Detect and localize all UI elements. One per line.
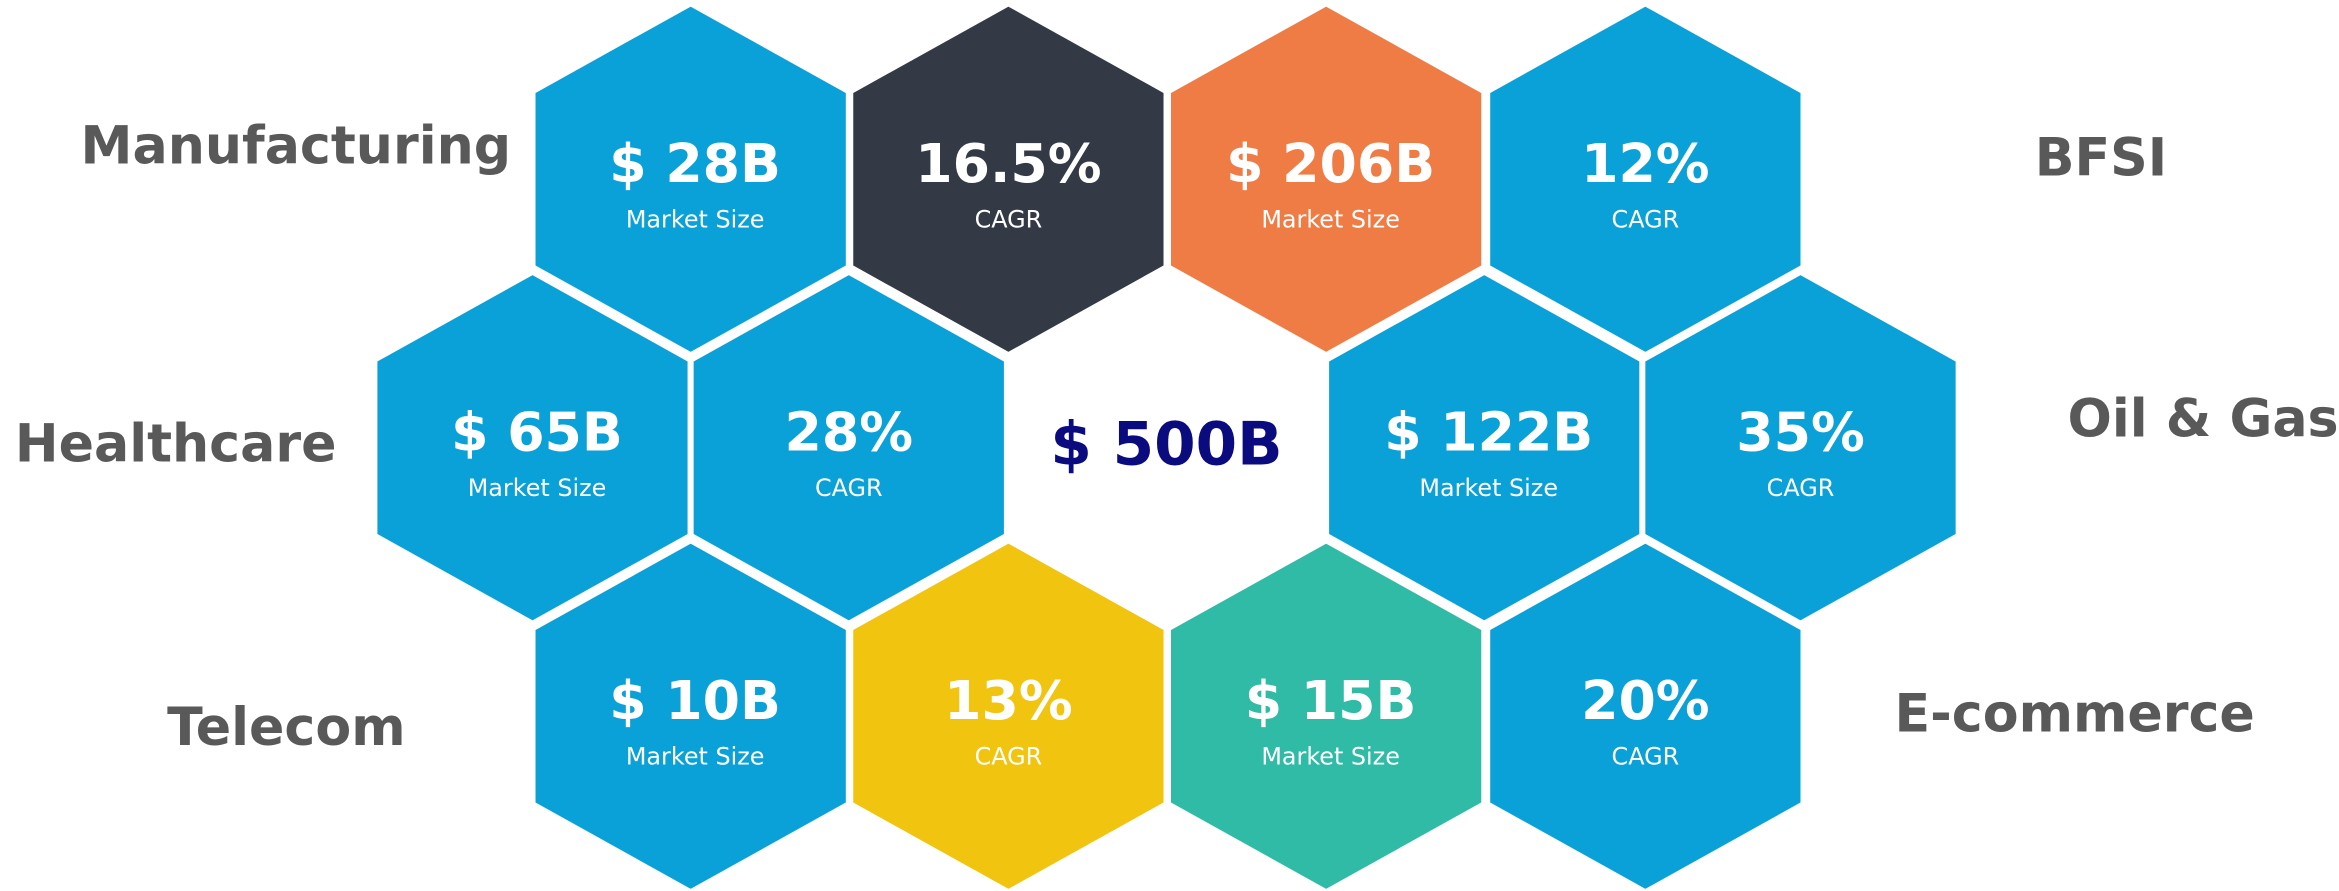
cagr-caption: CAGR — [815, 474, 883, 502]
cagr-caption: CAGR — [975, 743, 1043, 771]
market-size-value: $ 28B — [609, 132, 781, 195]
sector-label: Telecom — [167, 698, 406, 758]
hexagon — [1484, 536, 1807, 891]
market-size-caption: Market Size — [626, 205, 765, 233]
cagr-caption: CAGR — [1612, 205, 1680, 233]
cagr-caption: CAGR — [975, 205, 1043, 233]
sector-label: Manufacturing — [81, 116, 512, 176]
center-total: $ 500B — [1050, 410, 1282, 479]
cagr-caption: CAGR — [1767, 474, 1835, 502]
sector-label: Healthcare — [15, 415, 337, 475]
market-size-value: $ 15B — [1245, 669, 1417, 732]
market-size-caption: Market Size — [626, 743, 765, 771]
cagr-caption: CAGR — [1612, 743, 1680, 771]
cagr-value: 35% — [1736, 400, 1865, 463]
market-size-caption: Market Size — [1419, 474, 1558, 502]
market-size-caption: Market Size — [1261, 205, 1400, 233]
sector-label: Oil & Gas — [2068, 389, 2339, 449]
hexagon — [687, 268, 1010, 628]
market-size-caption: Market Size — [468, 474, 607, 502]
cagr-value: 28% — [785, 400, 914, 463]
sector-label: E-commerce — [1894, 685, 2254, 745]
market-size-caption: Market Size — [1261, 743, 1400, 771]
cagr-value: 13% — [944, 669, 1073, 732]
market-size-value: $ 122B — [1384, 400, 1593, 463]
market-size-value: $ 206B — [1226, 132, 1435, 195]
sector-label: BFSI — [2035, 128, 2167, 188]
market-size-value: $ 65B — [451, 400, 623, 463]
market-size-value: $ 10B — [609, 669, 781, 732]
cagr-value: 12% — [1581, 132, 1710, 195]
cagr-value: 16.5% — [915, 132, 1101, 195]
cagr-value: 20% — [1581, 669, 1710, 732]
